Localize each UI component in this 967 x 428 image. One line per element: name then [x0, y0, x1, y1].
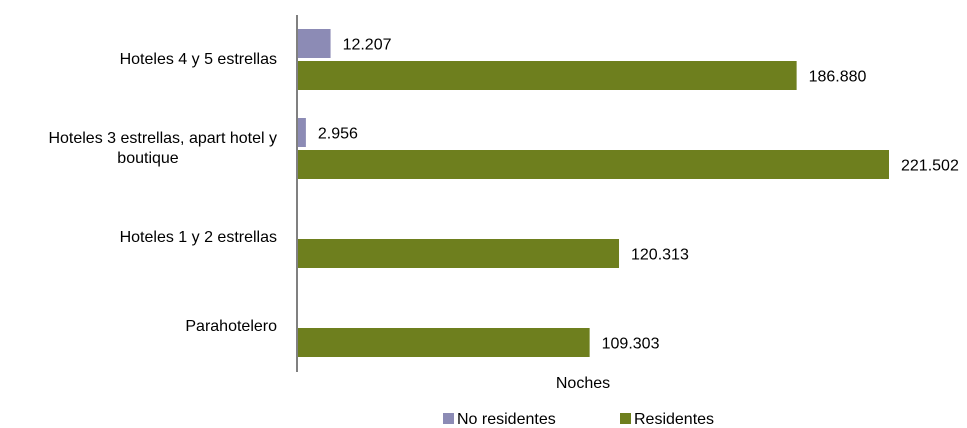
category-label: Hoteles 1 y 2 estrellas	[120, 229, 277, 246]
legend-swatch-residentes	[620, 413, 631, 424]
bar-residentes	[298, 239, 620, 268]
data-label: 120.313	[631, 247, 689, 264]
bar-residentes	[298, 61, 797, 90]
category-labels-group: Hoteles 4 y 5 estrellas Hoteles 3 estrell…	[48, 51, 277, 335]
category-label: Hoteles 4 y 5 estrellas	[120, 51, 277, 68]
bar-residentes	[298, 328, 590, 357]
data-label: 109.303	[602, 336, 660, 353]
data-label: 221.502	[901, 158, 959, 175]
legend-label-residentes: Residentes	[634, 411, 714, 428]
x-axis-title: Noches	[556, 375, 610, 392]
category-label: Parahotelero	[185, 318, 277, 335]
data-label: 186.880	[809, 69, 867, 86]
legend: No residentes Residentes	[443, 411, 714, 428]
legend-swatch-no-residentes	[443, 413, 454, 424]
data-label: 2.956	[318, 126, 358, 143]
bar-residentes	[298, 150, 889, 179]
bar-no-residentes	[298, 29, 331, 58]
category-label: Hoteles 3 estrellas, apart hotel y boutiq…	[48, 130, 277, 167]
legend-label-no-residentes: No residentes	[457, 411, 556, 428]
bar-no-residentes	[298, 118, 306, 147]
bars-group: 12.207 186.880 2.956 221.502 120.313 109.303	[298, 29, 959, 357]
data-label: 12.207	[343, 37, 392, 54]
